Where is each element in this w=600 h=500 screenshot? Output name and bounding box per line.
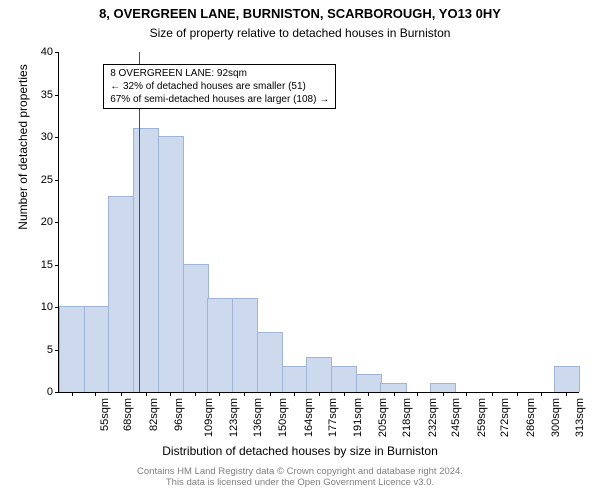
x-tick-label: 205sqm	[378, 398, 390, 437]
histogram-bar	[430, 383, 456, 393]
x-tick	[417, 392, 418, 396]
attribution-line: Contains HM Land Registry data © Crown c…	[0, 466, 600, 477]
x-tick	[394, 392, 395, 396]
x-tick	[270, 392, 271, 396]
x-tick-label: 150sqm	[278, 398, 290, 437]
annotation-line-2: ← 32% of detached houses are smaller (51…	[110, 80, 329, 93]
histogram-bar	[108, 196, 134, 393]
y-tick-label: 20	[41, 216, 59, 228]
x-tick-label: 191sqm	[352, 398, 364, 437]
y-tick-label: 10	[41, 301, 59, 313]
x-tick	[121, 392, 122, 396]
histogram-bar	[158, 136, 184, 392]
y-tick-label: 40	[41, 46, 59, 58]
y-tick-label: 25	[41, 174, 59, 186]
x-tick	[146, 392, 147, 396]
histogram-bar	[380, 383, 406, 393]
x-tick	[72, 392, 73, 396]
histogram-bar	[257, 332, 283, 393]
y-tick-label: 5	[47, 344, 59, 356]
x-tick	[443, 392, 444, 396]
x-tick	[541, 392, 542, 396]
histogram-bar	[306, 357, 332, 392]
x-tick	[95, 392, 96, 396]
x-tick-label: 82sqm	[148, 398, 160, 431]
histogram-bar	[232, 298, 258, 393]
x-tick-label: 177sqm	[327, 398, 339, 437]
histogram-bar	[183, 264, 209, 393]
y-tick-label: 15	[41, 259, 59, 271]
x-tick	[466, 392, 467, 396]
histogram-bar	[554, 366, 580, 393]
x-tick	[294, 392, 295, 396]
x-tick-label: 218sqm	[401, 398, 413, 437]
attribution-text: Contains HM Land Registry data © Crown c…	[0, 466, 600, 488]
y-tick-label: 30	[41, 131, 59, 143]
annotation-line-1: 8 OVERGREEN LANE: 92sqm	[110, 67, 329, 80]
x-tick	[195, 392, 196, 396]
x-tick-label: 109sqm	[203, 398, 215, 437]
histogram-bar	[331, 366, 357, 393]
x-tick-label: 232sqm	[427, 398, 439, 437]
x-tick-label: 313sqm	[574, 398, 586, 437]
chart-container: { "title": "8, OVERGREEN LANE, BURNISTON…	[0, 0, 600, 500]
x-tick-label: 259sqm	[476, 398, 488, 437]
histogram-bar	[59, 306, 85, 392]
x-tick-label: 286sqm	[525, 398, 537, 437]
x-tick-label: 136sqm	[252, 398, 264, 437]
x-tick	[170, 392, 171, 396]
x-tick	[219, 392, 220, 396]
x-tick	[566, 392, 567, 396]
chart-title: 8, OVERGREEN LANE, BURNISTON, SCARBOROUG…	[0, 6, 600, 21]
y-tick-label: 35	[41, 89, 59, 101]
x-tick-label: 55sqm	[99, 398, 111, 431]
x-tick-label: 272sqm	[499, 398, 511, 437]
annotation-box: 8 OVERGREEN LANE: 92sqm ← 32% of detache…	[103, 64, 336, 109]
histogram-bar	[282, 366, 308, 393]
attribution-line: This data is licensed under the Open Gov…	[0, 477, 600, 488]
x-tick	[517, 392, 518, 396]
x-tick-label: 96sqm	[173, 398, 185, 431]
x-tick-label: 300sqm	[550, 398, 562, 437]
histogram-bar	[133, 128, 159, 393]
annotation-line-3: 67% of semi-detached houses are larger (…	[110, 93, 329, 106]
x-tick-label: 123sqm	[229, 398, 241, 437]
x-tick	[344, 392, 345, 396]
x-tick-label: 245sqm	[450, 398, 462, 437]
x-axis-label: Distribution of detached houses by size …	[0, 444, 600, 458]
chart-subtitle: Size of property relative to detached ho…	[0, 26, 600, 40]
histogram-bar	[207, 298, 233, 393]
y-axis-label: Number of detached properties	[16, 0, 30, 317]
x-tick-label: 164sqm	[303, 398, 315, 437]
y-tick-label: 0	[47, 386, 59, 398]
x-tick	[368, 392, 369, 396]
histogram-bar	[84, 306, 110, 392]
histogram-bar	[356, 374, 382, 392]
plot-area: 051015202530354055sqm68sqm82sqm96sqm109s…	[58, 52, 579, 393]
x-tick	[492, 392, 493, 396]
x-tick	[319, 392, 320, 396]
x-tick	[244, 392, 245, 396]
x-tick-label: 68sqm	[122, 398, 134, 431]
